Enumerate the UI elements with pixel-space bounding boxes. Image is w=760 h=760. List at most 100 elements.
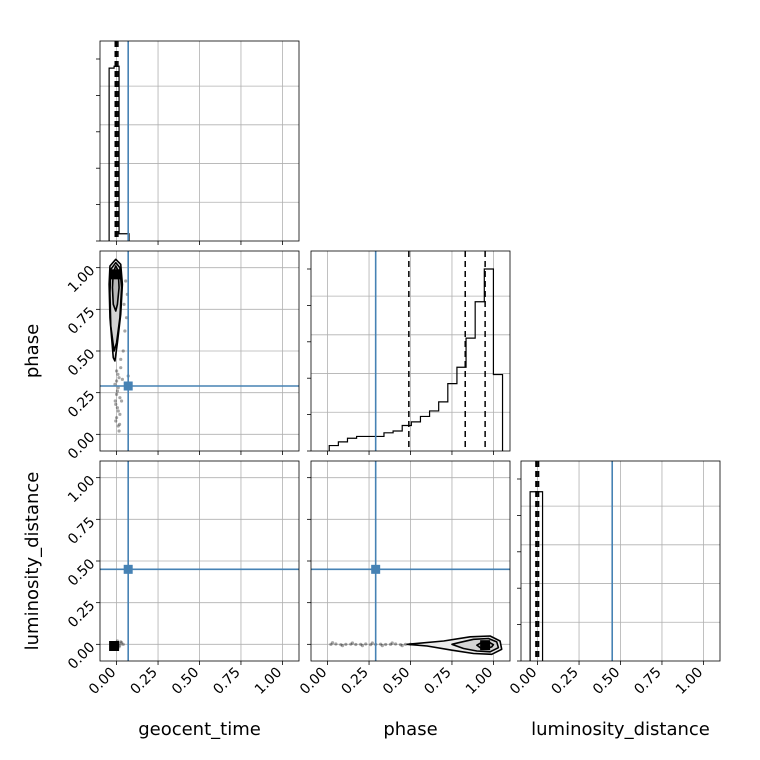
scatter-point: [114, 419, 118, 423]
scatter-point: [339, 643, 343, 647]
y-tick-label: 0.25: [65, 598, 98, 631]
x-tick-label: 0.75: [210, 665, 243, 698]
scatter-point: [116, 409, 120, 413]
histogram-bar: [420, 416, 429, 451]
scatter-point: [354, 642, 358, 647]
scatter-point: [360, 644, 365, 648]
x-axis-label-phase: phase: [383, 719, 437, 740]
x-tick-label: 0.50: [590, 665, 623, 698]
histogram-step: [328, 268, 504, 451]
scatter-point: [123, 329, 127, 333]
scatter-point: [330, 641, 335, 645]
contour-line: [108, 258, 124, 362]
density-peak: [110, 269, 121, 280]
x-axis-label-geocent_time: geocent_time: [138, 719, 261, 740]
y-tick-label: 0.00: [65, 429, 98, 462]
histogram-bar: [338, 442, 347, 451]
histogram-bar: [366, 436, 375, 451]
y-axis-label-phase: phase: [22, 324, 43, 378]
histogram-step: [108, 65, 130, 241]
scatter-point: [117, 422, 122, 426]
scatter-point: [115, 406, 120, 410]
truth-marker: [123, 381, 133, 391]
histogram-bar: [402, 426, 411, 451]
scatter-point: [119, 366, 123, 370]
scatter-point: [370, 641, 374, 645]
histogram-bar: [439, 402, 448, 451]
y-tick-label: 0.50: [65, 556, 98, 589]
scatter-point: [121, 642, 125, 646]
x-axis-label-luminosity_distance: luminosity_distance: [531, 719, 710, 740]
histogram-bar: [466, 338, 475, 451]
x-tick-label: 0.50: [169, 665, 202, 698]
density-peak: [480, 640, 491, 651]
histogram-bar: [109, 68, 114, 241]
scatter-point: [119, 357, 123, 361]
scatter-point: [400, 644, 404, 648]
scatter-point: [120, 377, 124, 381]
scatter-point: [122, 302, 126, 306]
x-tick-label: 0.25: [128, 665, 161, 698]
histogram-bar: [393, 431, 402, 451]
corner-plot-root: 0.00 0.25 0.50 0.75 1.000.000.250.500.751.00…: [22, 40, 721, 740]
scatter-point: [403, 642, 408, 646]
scatter-point: [340, 644, 345, 648]
pair-panel-geocent_time-phase: 0.00 0.25 0.50 0.75 1.00: [65, 250, 300, 463]
histogram-bar: [475, 302, 484, 451]
pair-panel-phase-luminosity_distance: 0.00 0.25 0.50 0.75 1.00: [297, 460, 511, 698]
scatter-point: [117, 429, 121, 433]
scatter-point: [349, 642, 353, 646]
y-tick-label: 0.75: [65, 304, 98, 337]
histogram-bar: [530, 492, 535, 661]
histogram-bar: [329, 446, 338, 451]
histogram-bar: [493, 375, 502, 451]
scatter-point: [390, 641, 394, 645]
contour-line: [406, 635, 503, 656]
x-tick-label: 0.25: [339, 665, 372, 698]
scatter-point: [350, 641, 355, 645]
histogram-bar: [430, 411, 439, 451]
x-tick-label: 0.00: [297, 665, 330, 698]
y-tick-label: 0.25: [65, 388, 98, 421]
hist-panel-phase: [307, 250, 511, 455]
scatter-point: [114, 369, 119, 373]
density-peak: [109, 641, 120, 651]
scatter-point: [119, 641, 124, 645]
scatter-point: [379, 642, 383, 646]
histogram-bar: [457, 367, 466, 451]
scatter-point: [116, 372, 120, 376]
y-tick-label: 1.00: [65, 473, 98, 506]
scatter-point: [393, 642, 398, 646]
scatter-point: [384, 642, 388, 647]
scatter-point: [114, 416, 119, 420]
scatter-point: [119, 640, 123, 644]
y-tick-label: 1.00: [65, 263, 98, 296]
truth-marker: [123, 564, 133, 574]
scatter-point: [116, 424, 120, 428]
histogram-bar: [411, 422, 420, 451]
scatter-point: [117, 376, 121, 380]
scatter-point: [118, 412, 122, 416]
x-tick-label: 0.25: [549, 665, 582, 698]
scatter-point: [329, 642, 333, 646]
x-tick-label: 0.75: [631, 665, 664, 698]
scatter-point: [114, 379, 119, 383]
scatter-point: [124, 279, 128, 283]
scatter-point: [359, 642, 363, 646]
hist-panel-luminosity_distance: 0.00 0.25 0.50 0.75 1.00: [507, 460, 721, 698]
histogram-bar: [540, 492, 542, 661]
histogram-bar: [384, 433, 393, 451]
x-tick-label: 1.00: [463, 665, 496, 698]
histogram-bar: [347, 438, 356, 451]
scatter-point: [113, 382, 117, 386]
histogram-bar: [357, 436, 366, 451]
scatter-point: [380, 644, 384, 648]
x-tick-label: 1.00: [673, 665, 706, 698]
scatter-point: [115, 389, 120, 393]
y-tick-label: 0.50: [65, 346, 98, 379]
contour-line: [451, 637, 500, 653]
pair-panel-geocent_time-luminosity_distance: 0.000.250.500.751.000.00 0.25 0.50 0.75 1.00: [65, 460, 300, 698]
scatter-point: [116, 386, 120, 390]
scatter-point: [344, 642, 348, 646]
